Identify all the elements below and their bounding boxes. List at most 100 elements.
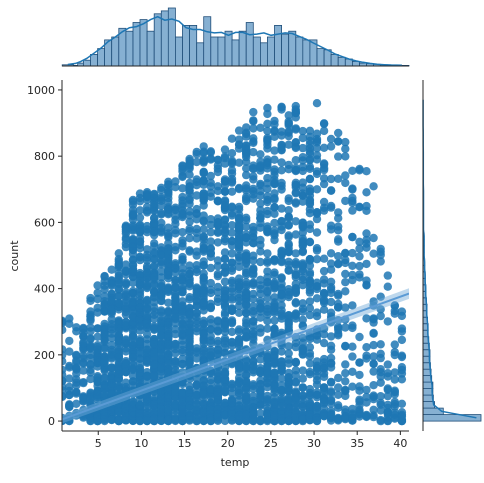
scatter-point [185,386,193,394]
scatter-point [256,150,264,158]
x-tick-label: 30 [307,437,321,450]
scatter-point [292,358,300,366]
scatter-point [391,348,399,356]
scatter-point [157,292,165,300]
scatter-point [313,228,321,236]
scatter-point [249,252,257,260]
scatter-point [242,171,250,179]
scatter-point [200,347,208,355]
scatter-point [150,372,158,380]
scatter-point [270,168,278,176]
scatter-point [100,273,108,281]
scatter-point [270,268,278,276]
marginal-x-bar [232,40,239,66]
scatter-point [391,387,399,395]
scatter-point [115,337,123,345]
marginal-x-bar [260,43,267,66]
scatter-point [398,352,406,360]
marginal-x-bar [204,17,211,66]
scatter-point [355,252,363,260]
marginal-x-bar [175,37,182,66]
scatter-point [263,185,271,193]
scatter-point [207,172,215,180]
y-axis-label: count [8,240,21,272]
scatter-point [341,287,349,295]
scatter-point [292,298,300,306]
scatter-point [221,368,229,376]
scatter-point [79,366,87,374]
y-tick-label: 400 [34,283,55,296]
marginal-x-bar [168,8,175,66]
marginal-x-histogram [62,8,409,66]
y-tick-label: 200 [34,349,55,362]
scatter-point [228,135,236,143]
scatter-point [341,270,349,278]
scatter-point [171,362,179,370]
scatter-point [398,327,406,335]
scatter-point [65,337,73,345]
scatter-point [200,233,208,241]
scatter-point [377,257,385,265]
scatter-point [136,197,144,205]
scatter-point [391,398,399,406]
scatter-point [327,278,335,286]
scatter-point [171,183,179,191]
scatter-point [207,237,215,245]
scatter-point [129,236,137,244]
scatter-point [277,257,285,265]
scatter-point [369,411,377,419]
scatter-point [341,377,349,385]
marginal-x-bar [147,31,154,66]
scatter-point [100,335,108,343]
scatter-point [200,278,208,286]
scatter-point [292,217,300,225]
marginal-x-bar [133,23,140,67]
scatter-point [327,285,335,293]
marginal-x-bar [331,54,338,66]
scatter-point [214,214,222,222]
x-tick-label: 20 [221,437,235,450]
scatter-point [334,226,342,234]
scatter-point [348,352,356,360]
scatter-point [178,255,186,263]
scatter-point [285,395,293,403]
marginal-x-bar [317,49,324,66]
x-tick-label: 15 [178,437,192,450]
marginal-x-bar [303,40,310,66]
scatter-point [327,378,335,386]
scatter-point [270,316,278,324]
marginal-x-bar [126,31,133,66]
scatter-point [327,389,335,397]
scatter-point [355,333,363,341]
scatter-point [377,379,385,387]
scatter-point [299,383,307,391]
scatter-point [320,255,328,263]
scatter-point [178,236,186,244]
scatter-point [249,175,257,183]
scatter-point [362,188,370,196]
scatter-point [327,187,335,195]
scatter-point [200,257,208,265]
scatter-point [221,375,229,383]
scatter-point [341,387,349,395]
scatter-point [384,283,392,291]
scatter-point [285,117,293,125]
marginal-x-bar [289,31,296,66]
marginal-x-bar [253,37,260,66]
scatter-point [235,302,243,310]
scatter-point [334,137,342,145]
scatter-point [242,301,250,309]
scatter-point [200,298,208,306]
marginal-x-bar [267,37,274,66]
scatter-point [377,365,385,373]
scatter-point [115,249,123,257]
scatter-point [285,165,293,173]
scatter-point [327,202,335,210]
scatter-point [185,359,193,367]
scatter-point [221,215,229,223]
scatter-point [327,142,335,150]
scatter-point [263,144,271,152]
